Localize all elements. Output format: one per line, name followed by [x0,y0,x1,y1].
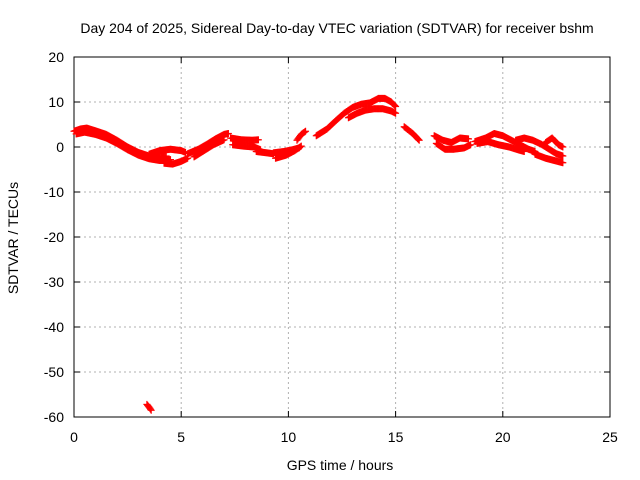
data-point [391,102,399,110]
data-point [301,128,309,136]
y-tick-label: 10 [48,94,64,110]
y-tick-label: -50 [44,364,64,380]
data-point [296,143,304,151]
grid-lines [74,57,610,417]
data-point [220,136,228,144]
x-tick-label: 10 [281,429,297,445]
y-tick-label: -60 [44,409,64,425]
data-point [297,142,305,150]
data-point [302,127,310,135]
data-point [559,159,567,167]
data-point [414,135,422,143]
data-point [300,129,308,137]
x-tick-label: 20 [495,429,511,445]
chart-title: Day 204 of 2025, Sidereal Day-to-day VTE… [80,20,593,36]
x-tick-label: 5 [177,429,185,445]
x-axis-label: GPS time / hours [287,457,394,473]
data-point [146,405,154,413]
y-tick-label: 20 [48,49,64,65]
data-point [467,141,475,149]
y-tick-label: -40 [44,319,64,335]
y-tick-label: -30 [44,274,64,290]
data-point [414,135,422,143]
data-point [147,406,155,414]
y-tick-label: 0 [56,139,64,155]
data-point [520,148,528,155]
data-point [415,136,423,144]
data-point [464,135,472,143]
x-tick-label: 0 [70,429,78,445]
y-tick-label: -10 [44,184,64,200]
y-axis: -60 -50 -40 -30 -20 -10 0 10 20 [44,49,610,425]
data-point [559,143,567,151]
data-points [70,94,567,414]
y-axis-label: SDTVAR / TECUs [5,182,21,294]
data-point [559,152,567,160]
data-point [392,109,400,117]
data-point [392,103,400,110]
x-tick-label: 15 [388,429,404,445]
x-tick-label: 25 [602,429,618,445]
data-point [254,136,262,144]
x-axis: 0 5 10 15 20 25 [70,57,618,445]
data-point [224,130,232,137]
y-tick-label: -20 [44,229,64,245]
